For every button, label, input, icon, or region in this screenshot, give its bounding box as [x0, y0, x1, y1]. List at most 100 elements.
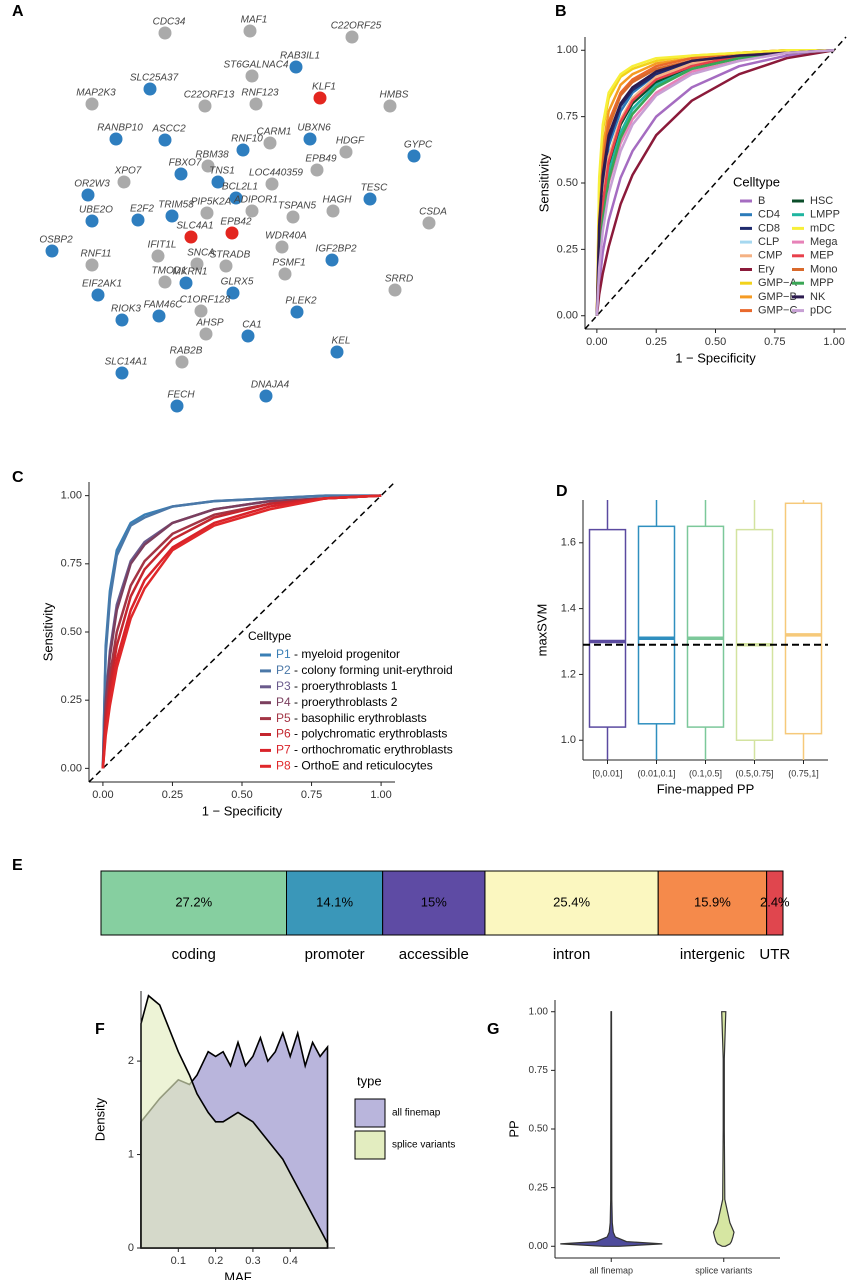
node-label: IFIT1L: [148, 240, 177, 251]
node: [388, 283, 402, 297]
node-label: CSDA: [419, 207, 447, 218]
y-tick-label: 1: [128, 1148, 134, 1160]
node: [190, 257, 204, 271]
node-label: E2F2: [130, 204, 154, 215]
node: [345, 30, 359, 44]
legend-label: Ery: [758, 263, 775, 275]
node: [158, 26, 172, 40]
x-tick-label: 0.3: [245, 1255, 260, 1267]
x-tick-label: 0.00: [92, 789, 113, 801]
legend-label: P4: [276, 695, 291, 709]
node-label: ASCC2: [151, 124, 186, 135]
node-label: LOC440359: [249, 168, 303, 179]
panel-label: G: [487, 1021, 499, 1038]
legend-label: P6: [276, 727, 291, 741]
node-label: C22ORF25: [331, 21, 382, 32]
y-tick-label: 1.00: [557, 44, 578, 56]
node-label: PSMF1: [272, 258, 305, 269]
value-label: 14.1%: [316, 894, 353, 909]
node-label: TESC: [361, 183, 388, 194]
legend-label: P7: [276, 743, 291, 757]
x-axis-title: 1 − Specificity: [675, 350, 756, 365]
node: [219, 259, 233, 273]
legend-label: Mono: [810, 263, 838, 275]
category-label: intron: [553, 946, 591, 963]
node: [310, 163, 324, 177]
node: [326, 204, 340, 218]
node: [174, 167, 188, 181]
y-tick-label: 1.00: [61, 490, 82, 502]
legend-label: CD4: [758, 209, 780, 221]
node: [325, 253, 339, 267]
roc-line: [101, 494, 382, 769]
x-tick-label: (0.75,1]: [788, 768, 819, 778]
node: [170, 399, 184, 413]
panel-label: F: [95, 1021, 105, 1038]
y-tick-label: 0.50: [557, 177, 578, 189]
roc-line: [101, 494, 382, 769]
legend-label: HSC: [810, 195, 833, 207]
category-label: coding: [172, 946, 216, 963]
x-tick-label: 0.50: [231, 789, 252, 801]
legend-label: P1: [276, 647, 291, 661]
x-tick-label: 0.25: [162, 789, 183, 801]
legend-swatch: [354, 1098, 386, 1128]
node: [91, 288, 105, 302]
node-label: FAM46C: [144, 300, 183, 311]
node-label: RIOK3: [111, 304, 141, 315]
node-label: EPB49: [305, 154, 337, 165]
node: [85, 258, 99, 272]
value-label: 15%: [421, 894, 447, 909]
panel-label: A: [12, 3, 24, 20]
node: [243, 24, 257, 38]
node-label: ADIPOR1: [233, 195, 278, 206]
y-axis-title: Density: [92, 1097, 107, 1141]
x-tick-label: 0.1: [171, 1255, 186, 1267]
legend-description: - proerythroblasts 2: [294, 695, 398, 709]
node: [289, 60, 303, 74]
legend-description: - colony forming unit-erythroid: [294, 663, 453, 677]
box: [686, 525, 725, 728]
reference-line: [88, 481, 396, 783]
legend-label: GMP−C: [758, 305, 797, 317]
legend-label: GMP−B: [758, 291, 797, 303]
node-label: GYPC: [404, 140, 433, 151]
node: [109, 132, 123, 146]
node-label: EPB42: [220, 217, 252, 228]
legend-label: LMPP: [810, 209, 840, 221]
y-tick-label: 0.50: [61, 626, 82, 638]
node-label: RAB2B: [170, 346, 203, 357]
node-label: TSPAN5: [278, 201, 317, 212]
node: [249, 97, 263, 111]
category-label: accessible: [399, 946, 469, 963]
y-axis-title: maxSVM: [534, 604, 549, 657]
bar-segment: [657, 870, 768, 936]
node: [151, 249, 165, 263]
legend-title: Celltype: [248, 629, 292, 643]
node-label: AHSP: [195, 318, 224, 329]
node: [265, 177, 279, 191]
roc-line: [595, 49, 835, 316]
node-label: RANBP10: [97, 123, 143, 134]
node: [175, 355, 189, 369]
panel-label: C: [12, 469, 24, 486]
category-label: intergenic: [680, 946, 746, 963]
node: [85, 97, 99, 111]
x-tick-label: 1.00: [823, 336, 844, 348]
node: [200, 206, 214, 220]
density-area: [140, 994, 329, 1249]
node: [211, 175, 225, 189]
y-tick-label: 0.25: [557, 243, 578, 255]
node: [236, 143, 250, 157]
node-label: SLC4A1: [176, 221, 213, 232]
y-tick-label: 1.4: [561, 603, 576, 615]
node-label: FBXO7: [169, 158, 202, 169]
reference-line: [584, 36, 847, 330]
node-label: HMBS: [380, 90, 409, 101]
x-tick-label: (0.01,0.1]: [637, 768, 675, 778]
node-label: CA1: [242, 320, 261, 331]
bar-segment: [766, 870, 784, 936]
roc-line: [595, 49, 835, 316]
roc-line: [101, 494, 382, 769]
